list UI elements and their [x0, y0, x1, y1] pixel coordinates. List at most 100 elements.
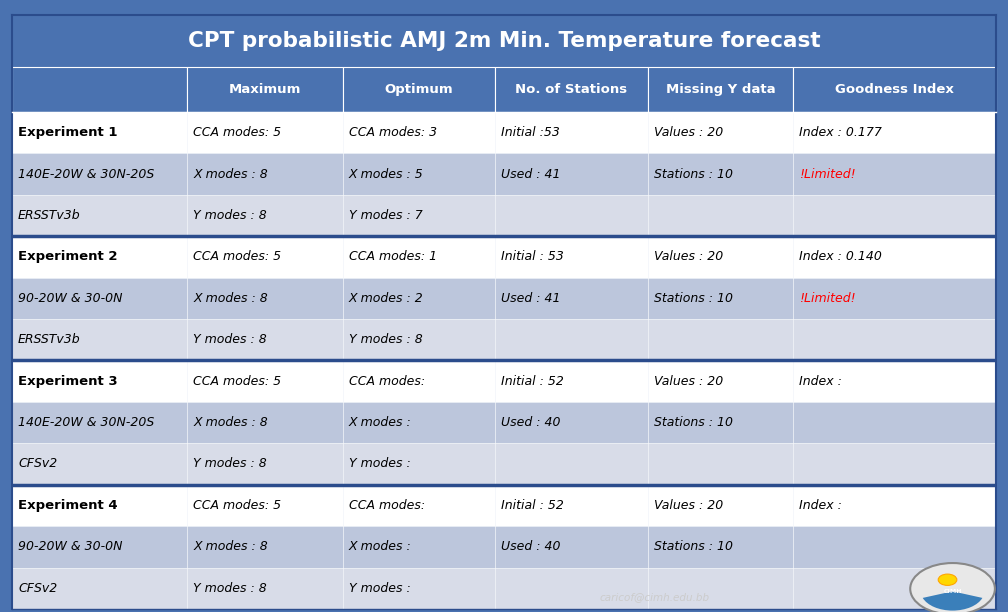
- Bar: [793, 112, 996, 154]
- Bar: [793, 236, 996, 278]
- Text: Initial :53: Initial :53: [501, 126, 559, 139]
- Bar: [187, 443, 343, 485]
- Bar: [187, 236, 343, 278]
- Text: X modes : 5: X modes : 5: [349, 168, 423, 181]
- Bar: [12, 319, 187, 360]
- Text: Stations : 10: Stations : 10: [653, 416, 733, 429]
- Bar: [495, 236, 647, 278]
- Text: Optimum: Optimum: [385, 83, 454, 96]
- Bar: [647, 112, 793, 154]
- Bar: [647, 236, 793, 278]
- Bar: [793, 278, 996, 319]
- Bar: [793, 195, 996, 236]
- Text: Y modes : 8: Y modes : 8: [194, 458, 267, 471]
- Text: Values : 20: Values : 20: [653, 375, 723, 387]
- Bar: [187, 319, 343, 360]
- Text: Used : 40: Used : 40: [501, 416, 560, 429]
- Text: Initial : 52: Initial : 52: [501, 375, 563, 387]
- Text: 140E-20W & 30N-20S: 140E-20W & 30N-20S: [18, 416, 154, 429]
- Bar: [187, 360, 343, 402]
- Bar: [495, 278, 647, 319]
- Bar: [187, 154, 343, 195]
- Bar: [12, 402, 187, 443]
- Bar: [647, 154, 793, 195]
- Text: Y modes :: Y modes :: [349, 458, 410, 471]
- Text: CCA modes: 1: CCA modes: 1: [349, 250, 436, 263]
- Text: Y modes : 8: Y modes : 8: [194, 334, 267, 346]
- Text: !Limited!: !Limited!: [799, 168, 856, 181]
- Bar: [187, 195, 343, 236]
- Bar: [495, 195, 647, 236]
- Text: CFSv2: CFSv2: [18, 458, 57, 471]
- Bar: [187, 112, 343, 154]
- Bar: [647, 526, 793, 567]
- Bar: [495, 67, 647, 112]
- Bar: [343, 67, 495, 112]
- Text: Experiment 3: Experiment 3: [18, 375, 118, 387]
- Bar: [12, 67, 187, 112]
- Text: CPT probabilistic AMJ 2m Min. Temperature forecast: CPT probabilistic AMJ 2m Min. Temperatur…: [187, 31, 821, 51]
- Bar: [495, 360, 647, 402]
- Text: ERSSTv3b: ERSSTv3b: [18, 334, 81, 346]
- Text: Y modes : 8: Y modes : 8: [194, 209, 267, 222]
- Bar: [12, 236, 187, 278]
- Bar: [647, 319, 793, 360]
- Bar: [12, 154, 187, 195]
- Bar: [12, 278, 187, 319]
- Text: Index : 0.177: Index : 0.177: [799, 126, 882, 139]
- Text: Experiment 1: Experiment 1: [18, 126, 118, 139]
- Text: Experiment 4: Experiment 4: [18, 499, 118, 512]
- Text: Index : 0.140: Index : 0.140: [799, 250, 882, 263]
- Text: Stations : 10: Stations : 10: [653, 292, 733, 305]
- Text: Experiment 2: Experiment 2: [18, 250, 118, 263]
- Text: CCA modes:: CCA modes:: [349, 499, 424, 512]
- Text: X modes : 8: X modes : 8: [194, 168, 268, 181]
- Text: CCA modes: 5: CCA modes: 5: [194, 375, 281, 387]
- Circle shape: [910, 563, 995, 612]
- Bar: [12, 443, 187, 485]
- Bar: [793, 154, 996, 195]
- Text: Values : 20: Values : 20: [653, 250, 723, 263]
- Bar: [343, 278, 495, 319]
- Bar: [343, 567, 495, 609]
- Bar: [793, 485, 996, 526]
- Bar: [793, 443, 996, 485]
- Bar: [343, 360, 495, 402]
- Text: Used : 40: Used : 40: [501, 540, 560, 553]
- Text: Stations : 10: Stations : 10: [653, 540, 733, 553]
- Text: X modes : 2: X modes : 2: [349, 292, 423, 305]
- Wedge shape: [922, 591, 983, 611]
- Bar: [793, 526, 996, 567]
- Text: Y modes : 8: Y modes : 8: [349, 334, 422, 346]
- Bar: [187, 485, 343, 526]
- Bar: [343, 319, 495, 360]
- Text: CCA modes: 3: CCA modes: 3: [349, 126, 436, 139]
- Bar: [647, 195, 793, 236]
- Text: ERSSTv3b: ERSSTv3b: [18, 209, 81, 222]
- Bar: [12, 567, 187, 609]
- Text: Values : 20: Values : 20: [653, 499, 723, 512]
- Bar: [793, 360, 996, 402]
- Bar: [12, 15, 996, 67]
- Text: X modes : 8: X modes : 8: [194, 292, 268, 305]
- Bar: [495, 567, 647, 609]
- Bar: [187, 567, 343, 609]
- Bar: [647, 360, 793, 402]
- Bar: [343, 526, 495, 567]
- Bar: [647, 567, 793, 609]
- Text: Missing Y data: Missing Y data: [665, 83, 775, 96]
- Text: CCA modes: 5: CCA modes: 5: [194, 126, 281, 139]
- Bar: [647, 443, 793, 485]
- Bar: [12, 112, 187, 154]
- Bar: [495, 485, 647, 526]
- Bar: [343, 112, 495, 154]
- Bar: [495, 526, 647, 567]
- Bar: [495, 443, 647, 485]
- Bar: [793, 567, 996, 609]
- Bar: [12, 485, 187, 526]
- Bar: [187, 67, 343, 112]
- Text: CCA modes: 5: CCA modes: 5: [194, 250, 281, 263]
- Bar: [12, 195, 187, 236]
- Text: CCA modes:: CCA modes:: [349, 375, 424, 387]
- Bar: [793, 319, 996, 360]
